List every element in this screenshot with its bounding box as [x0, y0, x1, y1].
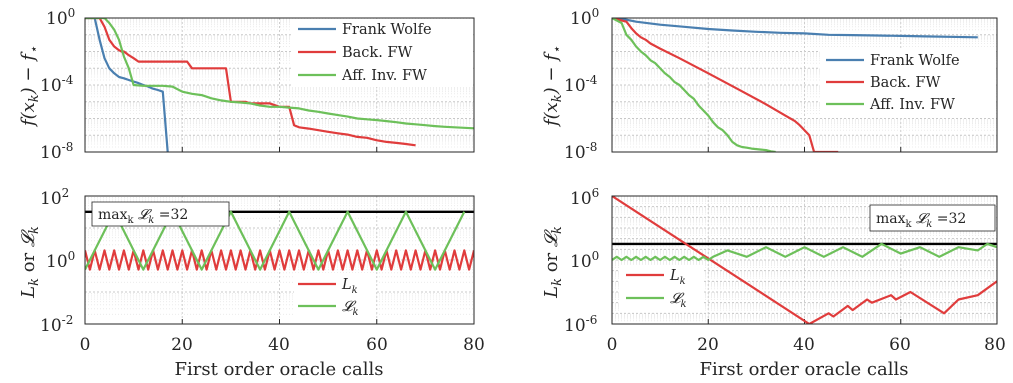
- y-tick-label: 102: [40, 186, 69, 209]
- x-tick-label: 80: [463, 335, 485, 355]
- annotation-box: [869, 204, 996, 232]
- y-tick-labels: 100 10-4 10-8: [564, 6, 599, 163]
- x-tick-labels: 0 20 40 60 80: [80, 335, 485, 355]
- y-tick-label: 10-6: [564, 313, 597, 336]
- panel-bottom-right: 106 100 10-6 Lk or 𝓛k 0 20 40 60 80 Firs…: [541, 186, 1006, 380]
- legend: Frank Wolfe Back. FW Aff. Inv. FW: [291, 19, 473, 87]
- x-tick-label: 60: [366, 335, 388, 355]
- series-line-aff-inv-fw: [85, 18, 474, 130]
- series-line-l-k: [85, 249, 474, 271]
- annotation-box: [91, 201, 230, 227]
- legend: Lk 𝓛k: [620, 265, 704, 311]
- x-axis-title: First order oracle calls: [175, 359, 384, 380]
- y-axis-title: f(xk) − f⋆: [18, 46, 42, 128]
- legend-box: [294, 273, 376, 319]
- series-layer: [612, 18, 978, 152]
- y-tick-labels: 100 10-4 10-8: [40, 6, 75, 163]
- panel-top-left: 100 10-4 10-8 f(xk) − f⋆ Frank Wolfe Bac…: [18, 6, 475, 163]
- series-line--k: [612, 242, 997, 262]
- y-tick-label: 10-8: [564, 140, 597, 163]
- legend-label-aff-inv-fw: Aff. Inv. FW: [341, 68, 427, 84]
- x-tick-label: 20: [171, 335, 193, 355]
- legend-label-aff-inv-fw: Aff. Inv. FW: [869, 97, 955, 113]
- series-line-aff-inv-fw: [612, 18, 776, 152]
- y-tick-label: 100: [570, 249, 599, 272]
- x-tick-label: 60: [889, 335, 911, 355]
- y-tick-label: 10-4: [40, 73, 74, 96]
- series-line-frank-wolfe: [612, 18, 978, 39]
- y-tick-label: 10-4: [564, 73, 598, 96]
- legend-box: [620, 265, 704, 311]
- legend-label-back-fw: Back. FW: [342, 45, 412, 61]
- series-layer: [85, 18, 474, 152]
- x-tick-label: 40: [268, 335, 290, 355]
- axes-frame: [84, 17, 475, 153]
- series-line-l-k: [612, 196, 997, 324]
- y-tick-label: 100: [46, 6, 75, 29]
- y-tick-label: 10-8: [40, 140, 73, 163]
- axes-frame: [611, 17, 998, 153]
- x-tick-label: 40: [793, 335, 815, 355]
- annotation-text: maxk 𝓛k =32: [98, 207, 188, 226]
- y-axis-title: Lk or 𝓛k: [541, 226, 565, 299]
- series-layer: [612, 196, 997, 324]
- panel-bottom-left: 102 100 10-2 Lk or 𝓛k 0 20 40 60 80 Firs…: [18, 186, 485, 380]
- x-tick-label: 80: [984, 335, 1006, 355]
- x-tick-label: 0: [80, 335, 91, 355]
- series-line--k: [85, 210, 466, 271]
- annotation-text: maxk 𝓛k =32: [876, 211, 966, 230]
- legend: Lk 𝓛k: [294, 273, 376, 319]
- y-axis-title: Lk or 𝓛k: [18, 226, 42, 299]
- max-annotation: maxk 𝓛k =32: [91, 201, 230, 227]
- x-axis-title: First order oracle calls: [700, 359, 909, 380]
- axes-frame: [84, 195, 475, 325]
- panel-top-right: 100 10-4 10-8 f(xk) − f⋆ Frank Wolfe Bac…: [541, 6, 998, 163]
- y-axis-title: f(xk) − f⋆: [541, 46, 565, 128]
- series-line-back-fw: [612, 18, 839, 152]
- x-tick-labels: 0 20 40 60 80: [607, 335, 1006, 355]
- y-tick-labels: 102 100 10-2: [40, 186, 75, 336]
- legend: Frank Wolfe Back. FW Aff. Inv. FW: [820, 49, 996, 117]
- y-tick-label: 100: [570, 6, 599, 29]
- y-tick-label: 10-2: [40, 313, 73, 336]
- y-tick-label: 106: [570, 186, 599, 209]
- axes-frame: [611, 195, 998, 325]
- max-annotation: maxk 𝓛k =32: [869, 204, 996, 232]
- legend-label-frank-wolfe: Frank Wolfe: [870, 53, 960, 69]
- legend-label-back-fw: Back. FW: [870, 75, 940, 91]
- y-tick-labels: 106 100 10-6: [564, 186, 599, 336]
- series-line-frank-wolfe: [85, 18, 169, 152]
- legend-label-frank-wolfe: Frank Wolfe: [342, 22, 432, 38]
- y-tick-label: 100: [46, 249, 75, 272]
- x-tick-label: 20: [697, 335, 719, 355]
- x-tick-label: 0: [607, 335, 618, 355]
